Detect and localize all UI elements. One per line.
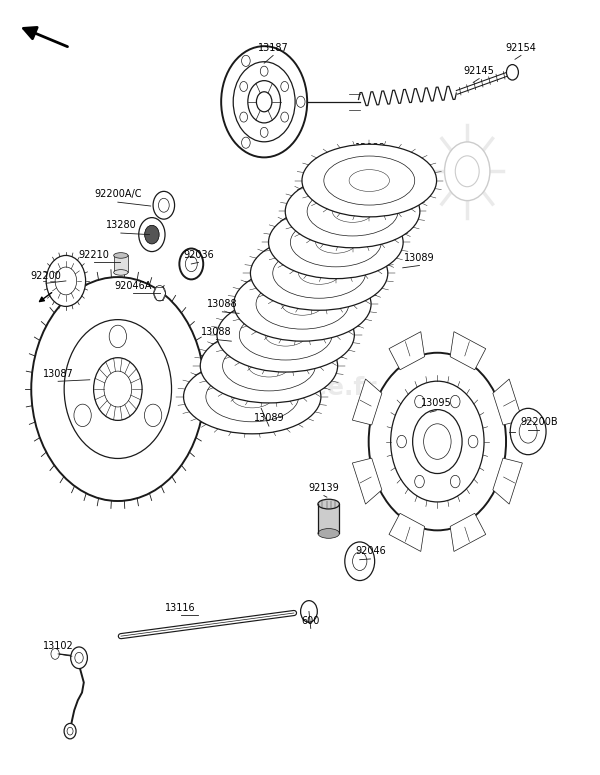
Ellipse shape [113, 253, 128, 258]
Circle shape [179, 249, 203, 280]
Text: 600: 600 [302, 615, 320, 625]
Ellipse shape [234, 267, 371, 341]
Polygon shape [352, 458, 382, 504]
Text: 92145: 92145 [464, 66, 494, 76]
Polygon shape [493, 379, 523, 425]
Circle shape [139, 218, 165, 252]
Circle shape [221, 46, 307, 157]
Polygon shape [450, 513, 486, 552]
Text: 13102: 13102 [43, 641, 74, 651]
Text: 13088: 13088 [355, 143, 386, 153]
Text: 13187: 13187 [258, 43, 289, 53]
Ellipse shape [206, 372, 299, 422]
Circle shape [31, 277, 205, 501]
Bar [113, 256, 128, 273]
Text: 13095: 13095 [421, 398, 452, 408]
Ellipse shape [217, 298, 355, 372]
Circle shape [506, 64, 518, 80]
Bar [318, 504, 340, 533]
Ellipse shape [307, 187, 398, 236]
Text: 13089: 13089 [254, 413, 284, 423]
Text: 92200: 92200 [31, 270, 62, 281]
Ellipse shape [302, 144, 437, 217]
Polygon shape [493, 458, 523, 504]
Ellipse shape [285, 175, 420, 248]
Ellipse shape [318, 529, 340, 539]
Text: 92036: 92036 [183, 250, 214, 260]
Ellipse shape [223, 341, 316, 391]
Ellipse shape [269, 206, 403, 279]
Polygon shape [352, 379, 382, 425]
Text: 92200A/C: 92200A/C [94, 189, 142, 199]
Text: 13116: 13116 [165, 603, 196, 612]
Ellipse shape [318, 499, 340, 509]
Circle shape [153, 191, 175, 219]
Circle shape [154, 285, 166, 301]
Text: 92139: 92139 [308, 483, 339, 493]
Circle shape [445, 142, 490, 201]
Circle shape [301, 601, 317, 622]
Circle shape [368, 353, 506, 530]
Polygon shape [389, 332, 425, 370]
Text: fiche.moto.free.fr: fiche.moto.free.fr [127, 376, 377, 399]
Ellipse shape [324, 156, 415, 205]
Ellipse shape [290, 218, 381, 267]
Polygon shape [389, 513, 425, 552]
Text: 13087: 13087 [43, 369, 74, 379]
Ellipse shape [200, 329, 338, 403]
Text: 13088: 13088 [344, 170, 375, 180]
Text: 13088: 13088 [207, 299, 238, 309]
Circle shape [510, 408, 546, 455]
Circle shape [71, 647, 88, 669]
Circle shape [46, 256, 86, 306]
Text: 92200B: 92200B [520, 417, 558, 427]
Circle shape [345, 542, 374, 580]
Ellipse shape [250, 236, 388, 310]
Text: 92154: 92154 [506, 43, 536, 53]
Text: 92210: 92210 [79, 250, 109, 260]
Circle shape [64, 723, 76, 739]
Ellipse shape [256, 279, 349, 329]
Text: 13088: 13088 [201, 327, 232, 337]
Circle shape [145, 226, 159, 244]
Polygon shape [450, 332, 486, 370]
Circle shape [51, 649, 59, 660]
Text: 13280: 13280 [106, 220, 136, 230]
Ellipse shape [113, 270, 128, 275]
Text: 92046: 92046 [355, 546, 386, 556]
Ellipse shape [239, 310, 332, 360]
Ellipse shape [273, 248, 365, 298]
Text: 13089: 13089 [404, 253, 435, 263]
Ellipse shape [184, 360, 321, 434]
Text: 92046A: 92046A [114, 281, 151, 291]
